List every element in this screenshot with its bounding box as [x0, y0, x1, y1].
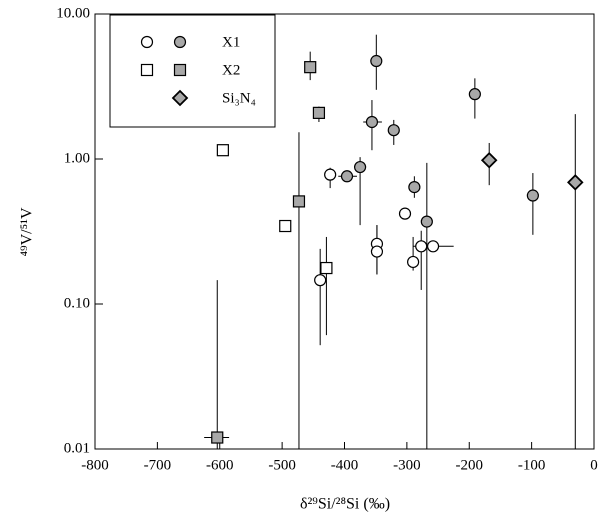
y-tick-label: 0.10 — [64, 295, 90, 311]
point — [353, 160, 367, 174]
point — [370, 54, 383, 68]
legend-marker — [140, 63, 154, 77]
y-tick-label: 10.00 — [56, 5, 90, 21]
point — [468, 88, 481, 101]
point — [408, 181, 421, 194]
point — [387, 124, 400, 137]
x-tick-label: -800 — [81, 457, 109, 473]
legend-marker — [173, 35, 187, 49]
point — [398, 207, 412, 220]
legend-marker — [171, 89, 189, 107]
y-tick-label: 0.01 — [64, 440, 90, 456]
y-tick-label: 1.00 — [64, 150, 90, 166]
legend-label: X2 — [222, 62, 240, 78]
point — [420, 215, 433, 228]
point — [312, 106, 326, 119]
point — [320, 261, 333, 275]
point — [304, 61, 317, 74]
point — [340, 170, 354, 183]
legend-marker — [173, 63, 187, 77]
point — [567, 174, 584, 191]
x-tick-label: -400 — [331, 457, 359, 473]
legend-box — [109, 14, 276, 128]
x-tick-label: 0 — [590, 457, 598, 473]
point — [407, 255, 420, 269]
point — [292, 195, 306, 208]
point — [426, 240, 440, 253]
point — [211, 431, 224, 444]
x-tick-label: -200 — [456, 457, 484, 473]
x-tick-label: -500 — [268, 457, 296, 473]
x-tick-label: -300 — [393, 457, 421, 473]
point — [314, 274, 327, 287]
y-axis-label: ⁴⁹V/⁵¹V — [19, 207, 36, 257]
point — [526, 189, 539, 202]
point — [480, 151, 498, 169]
point — [415, 240, 428, 253]
legend-label: Si₃N₄ — [222, 90, 256, 106]
point — [216, 144, 229, 157]
x-tick-label: -100 — [518, 457, 546, 473]
point — [279, 219, 292, 233]
legend-label: X1 — [222, 34, 240, 50]
point — [365, 115, 379, 129]
x-axis-label: δ²⁹Si/²⁸Si (‰) — [300, 496, 390, 513]
legend-marker — [140, 35, 154, 49]
x-tick-label: -700 — [144, 457, 172, 473]
point — [370, 245, 384, 258]
point — [324, 168, 337, 181]
x-tick-label: -600 — [206, 457, 234, 473]
